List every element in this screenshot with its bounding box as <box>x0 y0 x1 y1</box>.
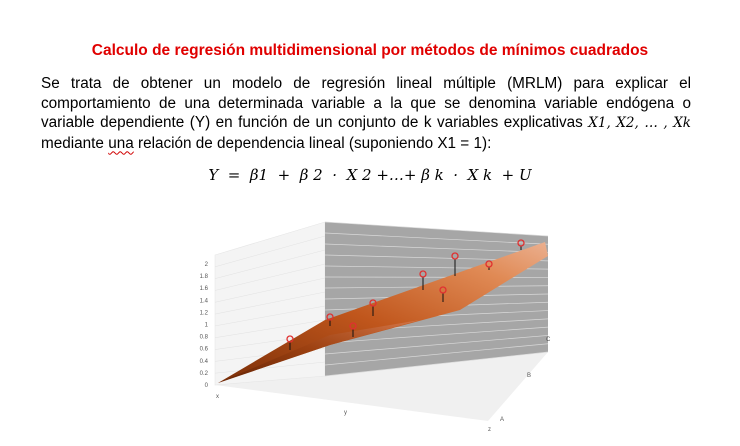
paragraph-line-2: comportamiento de una determinada variab… <box>41 94 691 112</box>
data-point <box>369 299 377 307</box>
back-wall-gridline <box>324 232 549 245</box>
paragraph-line-4-post: relación de dependencia lineal (suponien… <box>133 134 492 152</box>
z-tick-label: 1.6 <box>200 286 209 292</box>
y-axis-label: y <box>344 410 347 416</box>
paragraph-line-4-pre: mediante <box>41 134 109 152</box>
left-wall-gridline <box>214 361 326 374</box>
data-point <box>517 239 525 247</box>
x-axis-label: x <box>216 394 219 400</box>
left-wall-gridline <box>214 263 326 291</box>
data-point <box>326 313 334 321</box>
z-tick-label: 1.2 <box>200 310 209 316</box>
z-tick-label: 0.6 <box>200 347 209 353</box>
back-wall-gridline <box>324 335 549 355</box>
back-wall-gridline <box>324 326 549 344</box>
depth-tick-b: B <box>527 373 531 379</box>
z-axis-label: z <box>488 427 491 433</box>
paragraph-line-1: Se trata de obtener un modelo de regresi… <box>41 75 691 92</box>
z-tick-label: 2 <box>205 262 209 268</box>
data-point <box>439 286 447 294</box>
spellcheck-underlined-word: una <box>108 134 134 152</box>
back-wall-gridline <box>324 243 549 253</box>
data-point <box>286 335 294 343</box>
left-wall-gridline <box>214 291 326 315</box>
left-wall-gridline <box>214 249 326 279</box>
data-point <box>451 252 459 260</box>
z-tick-label: 1.8 <box>200 274 209 280</box>
left-wall-gridline <box>214 319 326 338</box>
z-tick-label: 0 <box>205 383 209 389</box>
z-tick-label: 0.8 <box>200 335 209 341</box>
back-wall-gridline <box>324 221 549 237</box>
left-wall-gridline <box>214 235 326 268</box>
back-wall-gridline <box>324 351 549 377</box>
regression-formula: Y = β1 + β 2 · X 2 +…+ β k · X k + U <box>208 166 532 184</box>
explanatory-variables-math: X1, X2, … , Xk <box>588 115 691 131</box>
data-point <box>485 260 493 268</box>
data-point <box>349 322 357 330</box>
z-tick-label: 1 <box>205 323 209 329</box>
page-title: Calculo de regresión multidimensional po… <box>91 42 649 59</box>
depth-tick-a: A <box>500 417 504 423</box>
back-wall-gridline <box>324 343 549 366</box>
z-tick-label: 1.4 <box>200 298 209 304</box>
left-wall-gridline <box>214 305 326 327</box>
left-wall-gridline <box>214 277 326 303</box>
body-paragraph: Se trata de obtener un modelo de regresi… <box>41 74 691 153</box>
chart-floor <box>215 352 548 421</box>
paragraph-line-3: variable dependiente (Y) en función de u… <box>41 114 589 131</box>
z-tick-label: 0.2 <box>200 371 209 377</box>
depth-tick-c: C <box>546 337 551 343</box>
z-tick-label: 0.4 <box>200 359 209 365</box>
data-point <box>419 270 427 278</box>
